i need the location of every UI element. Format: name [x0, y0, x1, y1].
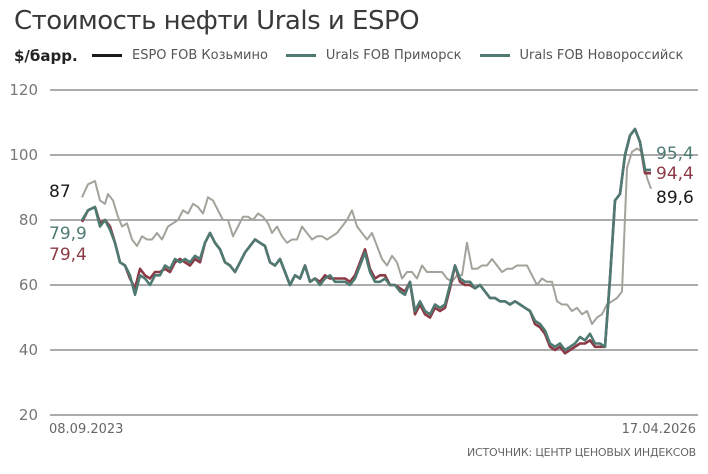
gridlines: [50, 89, 698, 416]
series-line-0: [81, 147, 652, 325]
y-tick-label: 20: [19, 406, 38, 424]
series-line-2: [80, 127, 651, 355]
end-label-urals-primorsk: 95,4: [656, 144, 694, 164]
end-label-urals-novorossiysk: 94,4: [656, 164, 694, 184]
legend-item-urals-primorsk: Urals FOB Приморск: [285, 48, 462, 63]
start-label-espo: 87: [49, 182, 71, 202]
legend-item-espo: ESPO FOB Козьмино: [92, 48, 268, 63]
y-tick-label: 120: [9, 81, 38, 99]
y-tick-label: 60: [19, 276, 38, 294]
series-line-1: [80, 127, 651, 352]
x-axis-start-label: 08.09.2023: [49, 422, 124, 437]
start-label-urals-primorsk: 79,9: [49, 224, 87, 244]
y-tick-label: 80: [19, 211, 38, 229]
legend-swatch-espo: [92, 54, 122, 57]
legend-swatch-urals-novorossiysk: [479, 54, 510, 57]
legend-label: ESPO FOB Козьмино: [132, 48, 268, 63]
source-note: ИСТОЧНИК: ЦЕНТР ЦЕНОВЫХ ИНДЕКСОВ: [467, 446, 696, 459]
start-label-urals-novorossiysk: 79,4: [49, 245, 87, 265]
unit-label: $/барр.: [14, 47, 78, 65]
y-tick-label: 40: [19, 341, 38, 359]
legend-label: Urals FOB Приморск: [325, 48, 462, 63]
legend-label: Urals FOB Новороссийск: [519, 48, 684, 63]
series-lines: [80, 127, 652, 355]
y-tick-label: 100: [9, 146, 38, 164]
y-axis-ticks: 20 40 60 80 100 120: [9, 81, 38, 424]
x-axis-end-label: 17.04.2026: [621, 422, 696, 437]
legend-item-urals-novorossiysk: Urals FOB Новороссийск: [479, 48, 684, 63]
chart-title: Стоимость нефти Urals и ESPO: [14, 6, 420, 36]
end-label-espo: 89,6: [656, 188, 694, 208]
legend: ESPO FOB Козьмино Urals FOB Приморск Ura…: [92, 48, 701, 63]
legend-swatch-urals-primorsk: [285, 54, 316, 57]
